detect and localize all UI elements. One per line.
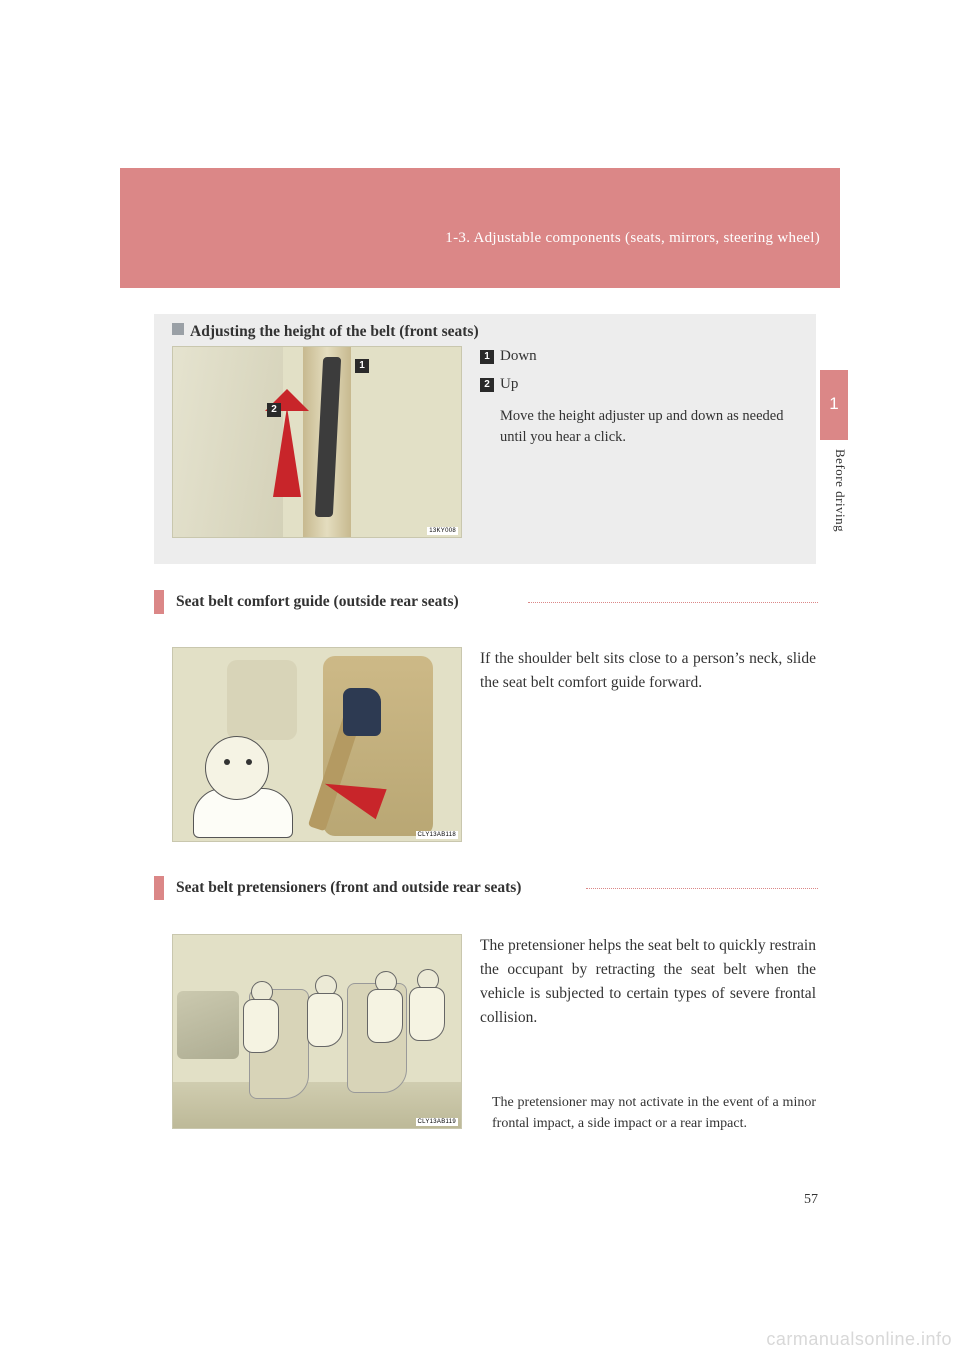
callout-1: 1 bbox=[355, 359, 369, 373]
item1-label: Down bbox=[500, 348, 537, 364]
callout-2: 2 bbox=[267, 403, 281, 417]
chapter-tab: 1 bbox=[820, 370, 848, 440]
accent-bar-icon bbox=[154, 876, 164, 900]
chapter-side-label: Before driving bbox=[820, 445, 848, 565]
rear-occupant-icon bbox=[363, 971, 407, 1061]
watermark: carmanualsonline.info bbox=[766, 1329, 952, 1350]
illustration-tag: CLY13AB118 bbox=[416, 831, 458, 839]
head-restraint bbox=[227, 660, 297, 740]
header-band: 1-3. Adjustable components (seats, mirro… bbox=[120, 168, 840, 288]
num-box-2: 2 bbox=[480, 378, 494, 392]
illustration-pretensioner: CLY13AB119 bbox=[172, 934, 462, 1129]
item2-label: Up bbox=[500, 376, 518, 392]
section3-bar: Seat belt pretensioners (front and outsi… bbox=[154, 876, 818, 900]
section1-note: Move the height adjuster up and down as … bbox=[500, 406, 800, 448]
header-breadcrumb: 1-3. Adjustable components (seats, mirro… bbox=[445, 230, 820, 247]
section3-note: The pretensioner may not activate in the… bbox=[492, 1092, 816, 1134]
front-occupant-icon bbox=[239, 981, 283, 1071]
illustration-comfort-guide: CLY13AB118 bbox=[172, 647, 462, 842]
section3-body: The pretensioner helps the seat belt to … bbox=[480, 934, 816, 1030]
dotted-rule bbox=[586, 888, 818, 889]
page-number: 57 bbox=[804, 1192, 818, 1208]
interior-panel bbox=[173, 347, 283, 538]
illustration-tag: 13KY008 bbox=[427, 527, 458, 535]
section2-title: Seat belt comfort guide (outside rear se… bbox=[168, 590, 459, 614]
illustration-tag: CLY13AB119 bbox=[416, 1118, 458, 1126]
dotted-rule bbox=[528, 602, 818, 603]
square-marker-icon bbox=[172, 323, 184, 335]
dashboard bbox=[177, 991, 239, 1059]
section1-list: 1 Down 2 Up Move the height adjuster up an… bbox=[480, 346, 816, 448]
num-box-1: 1 bbox=[480, 350, 494, 364]
person-face-icon bbox=[205, 736, 269, 800]
accent-bar-icon bbox=[154, 590, 164, 614]
list-item: 1 Down bbox=[480, 346, 816, 368]
rear-occupant2-icon bbox=[405, 969, 449, 1059]
section2-bar: Seat belt comfort guide (outside rear se… bbox=[154, 590, 818, 614]
arrow-up-icon bbox=[273, 407, 301, 497]
front-occupant2-icon bbox=[303, 975, 347, 1065]
illustration-belt-height: 1 2 13KY008 bbox=[172, 346, 462, 538]
section2-body: If the shoulder belt sits close to a per… bbox=[480, 647, 816, 695]
comfort-guide bbox=[343, 688, 381, 736]
section1-heading: Adjusting the height of the belt (front … bbox=[172, 323, 479, 341]
section3-title: Seat belt pretensioners (front and outsi… bbox=[168, 876, 521, 900]
list-item: 2 Up bbox=[480, 374, 816, 396]
section1-title-text: Adjusting the height of the belt (front … bbox=[190, 323, 479, 340]
